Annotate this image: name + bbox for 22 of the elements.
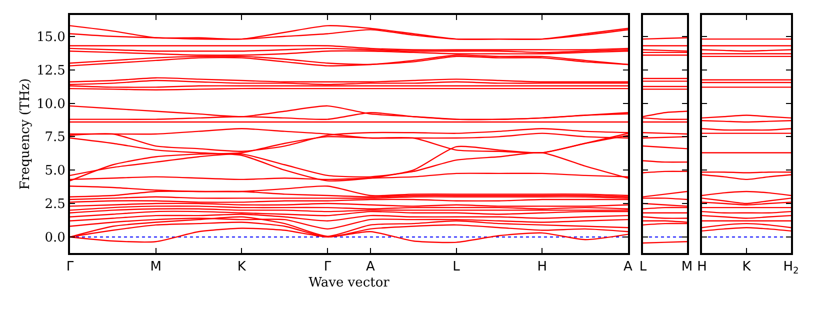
x-tick-label: M — [681, 260, 693, 275]
x-axis-title: Wave vector — [308, 276, 390, 291]
y-axis-title: Frequency (THz) — [18, 78, 33, 190]
y-tick-label: 12.5 — [36, 63, 66, 78]
y-tick-label: 2.5 — [44, 197, 66, 212]
y-tick-label: 5.0 — [44, 164, 66, 179]
x-tick-label: H — [537, 260, 548, 275]
x-tick-label: M — [150, 260, 162, 275]
y-tick-label: 15.0 — [36, 30, 66, 45]
y-tick-label: 7.5 — [44, 130, 66, 146]
x-tick-label: H$_{2}$ — [783, 260, 799, 276]
x-tick-label: K — [237, 260, 246, 275]
x-tick-label: H — [697, 260, 707, 275]
x-tick-label: L — [639, 260, 648, 275]
x-tick-label: Γ — [66, 260, 74, 275]
x-tick-label: Γ — [324, 260, 332, 275]
x-tick-label: L — [452, 260, 461, 275]
x-tick-label: A — [366, 260, 376, 275]
x-tick-label: A — [624, 260, 633, 275]
x-tick-label: K — [742, 260, 752, 275]
y-tick-label: 0.0 — [44, 230, 66, 246]
y-tick-label: 10.0 — [36, 96, 66, 112]
